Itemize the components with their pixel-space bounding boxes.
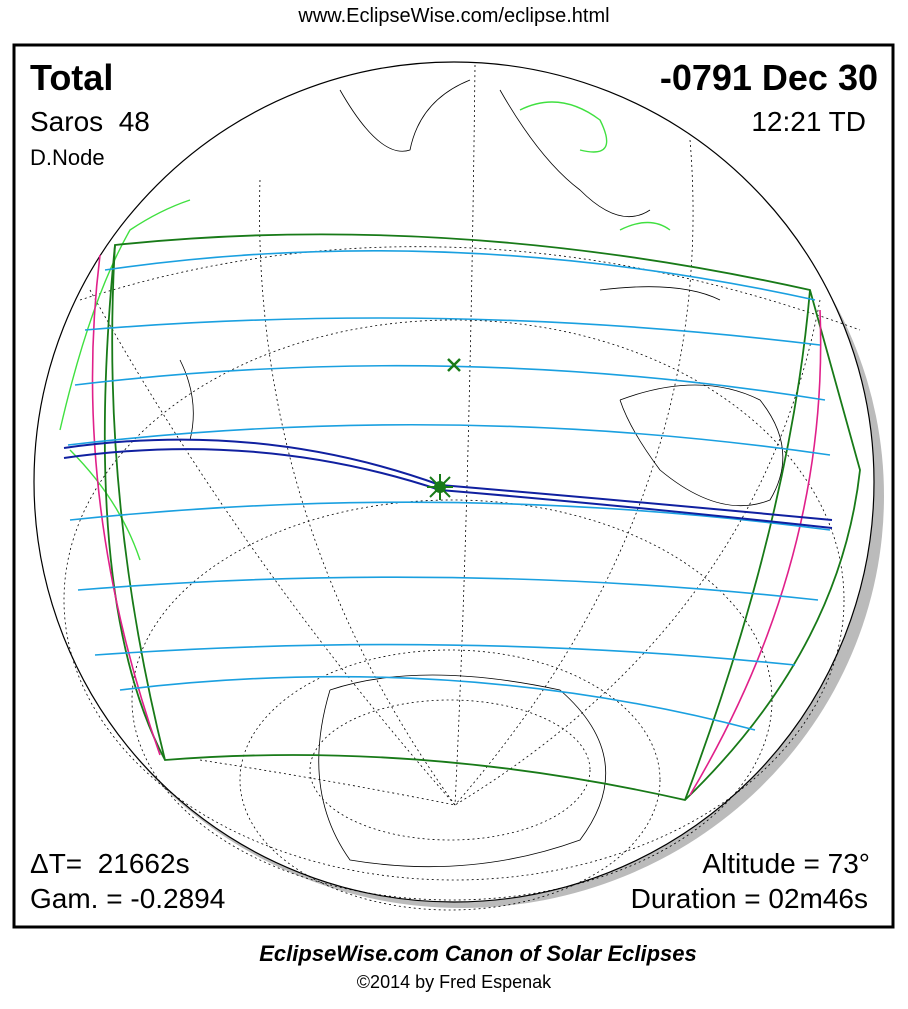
date: -0791 Dec 30 [660, 57, 878, 98]
delta-t: ΔT= 21662s [30, 848, 190, 879]
footer-title: EclipseWise.com Canon of Solar Eclipses [259, 941, 697, 966]
node: D.Node [30, 145, 105, 170]
url: www.EclipseWise.com/eclipse.html [297, 5, 609, 27]
eclipse-type: Total [30, 57, 113, 98]
duration: Duration = 02m46s [631, 883, 868, 914]
altitude: Altitude = 73° [702, 848, 870, 879]
copyright: ©2014 by Fred Espenak [357, 972, 552, 992]
time: 12:21 TD [751, 106, 866, 137]
saros: Saros 48 [30, 106, 150, 137]
globe [33, 61, 884, 911]
gamma: Gam. = -0.2894 [30, 883, 225, 914]
